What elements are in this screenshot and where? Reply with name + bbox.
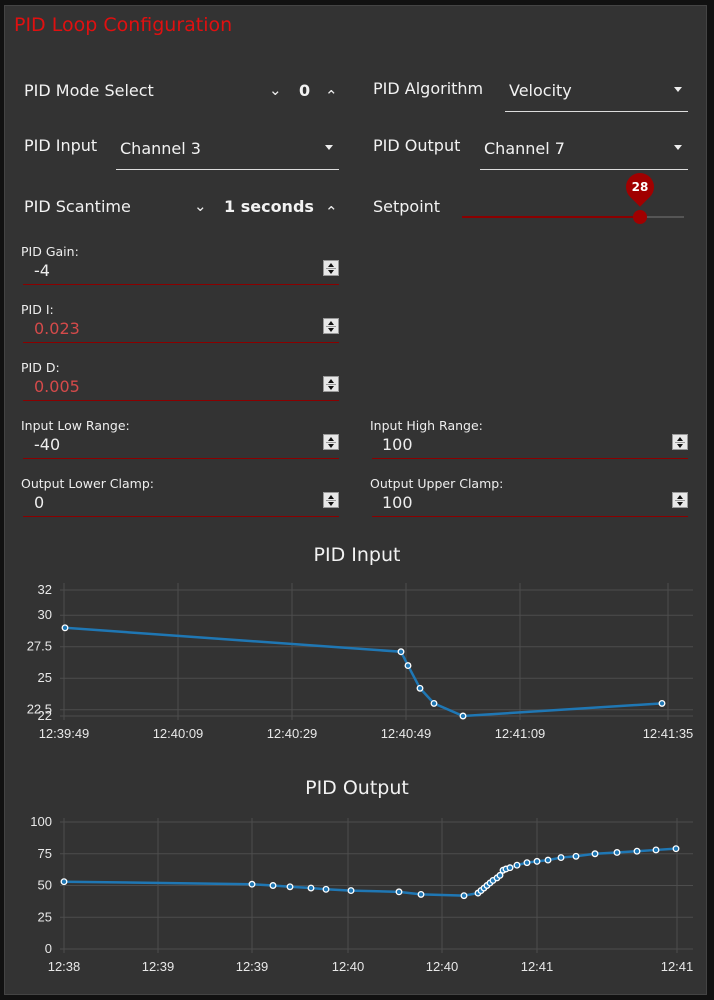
svg-text:12:40: 12:40	[426, 959, 459, 974]
output-select[interactable]: Channel 7	[480, 139, 688, 170]
field-underline	[23, 400, 339, 401]
setpoint-slider-handle[interactable]	[633, 210, 647, 224]
pid-d-label: PID D:	[21, 360, 60, 375]
svg-text:0: 0	[45, 941, 52, 956]
page-title: PID Loop Configuration	[14, 14, 233, 36]
svg-text:12:38: 12:38	[48, 959, 81, 974]
setpoint-value: 28	[631, 180, 649, 194]
spinner-icon[interactable]	[323, 492, 339, 508]
svg-text:12:41:35: 12:41:35	[643, 726, 694, 741]
svg-text:75: 75	[38, 846, 52, 861]
svg-text:32: 32	[38, 582, 52, 597]
mode-select-label: PID Mode Select	[24, 81, 154, 100]
input-high-range-value[interactable]: 100	[382, 435, 413, 454]
output-label: PID Output	[373, 136, 461, 155]
field-underline	[372, 458, 688, 459]
input-high-range-label: Input High Range:	[370, 418, 483, 433]
pid-output-chart: 0 25 50 75 100 12:38 12:39 12:39 12:40 12:40 12:41…	[30, 814, 694, 974]
algorithm-label: PID Algorithm	[373, 79, 484, 98]
input-low-range-label: Input Low Range:	[21, 418, 130, 433]
field-underline	[23, 516, 339, 517]
input-high-range-field[interactable]: Input High Range: 100	[370, 418, 688, 462]
pid-gain-label: PID Gain:	[21, 244, 79, 259]
chevron-up-icon[interactable]: ⌃	[325, 87, 338, 105]
spinner-icon[interactable]	[672, 434, 688, 450]
input-select[interactable]: Channel 3	[116, 139, 339, 170]
svg-text:12:40:29: 12:40:29	[267, 726, 318, 741]
spinner-icon[interactable]	[323, 434, 339, 450]
svg-text:50: 50	[38, 878, 52, 893]
pid-i-label: PID I:	[21, 302, 54, 317]
output-upper-clamp-label: Output Upper Clamp:	[370, 476, 504, 491]
chevron-down-icon[interactable]: ⌄	[194, 197, 207, 215]
svg-text:12:39: 12:39	[142, 959, 175, 974]
output-lower-clamp-field[interactable]: Output Lower Clamp: 0	[21, 476, 339, 520]
scantime-label: PID Scantime	[24, 197, 131, 216]
pid-d-field[interactable]: PID D: 0.005	[21, 360, 339, 404]
svg-text:12:41:09: 12:41:09	[495, 726, 546, 741]
input-low-range-field[interactable]: Input Low Range: -40	[21, 418, 339, 462]
svg-text:12:40: 12:40	[332, 959, 365, 974]
svg-text:12:39: 12:39	[236, 959, 269, 974]
pid-i-value[interactable]: 0.023	[34, 319, 80, 338]
svg-text:12:40:09: 12:40:09	[153, 726, 204, 741]
spinner-icon[interactable]	[323, 376, 339, 392]
svg-text:25: 25	[38, 670, 52, 685]
pid-gain-value[interactable]: -4	[34, 261, 50, 280]
pid-i-field[interactable]: PID I: 0.023	[21, 302, 339, 346]
output-upper-clamp-field[interactable]: Output Upper Clamp: 100	[370, 476, 688, 520]
output-value: Channel 7	[484, 139, 565, 158]
algorithm-value: Velocity	[509, 81, 572, 100]
svg-text:27.5: 27.5	[27, 639, 52, 654]
scantime-value: 1 seconds	[224, 197, 314, 216]
svg-text:12:41: 12:41	[661, 959, 694, 974]
caret-down-icon	[674, 145, 682, 150]
field-underline	[23, 284, 339, 285]
chevron-up-icon[interactable]: ⌃	[325, 203, 338, 221]
chevron-down-icon[interactable]: ⌄	[269, 81, 282, 99]
svg-text:12:39:49: 12:39:49	[39, 726, 90, 741]
pid-output-chart-title: PID Output	[305, 777, 409, 799]
spinner-icon[interactable]	[672, 492, 688, 508]
field-underline	[23, 458, 339, 459]
algorithm-select[interactable]: Velocity	[505, 81, 688, 112]
svg-text:12:40:49: 12:40:49	[381, 726, 432, 741]
svg-text:30: 30	[38, 607, 52, 622]
svg-text:12:41: 12:41	[521, 959, 554, 974]
field-underline	[23, 342, 339, 343]
svg-text:25: 25	[38, 909, 52, 924]
output-lower-clamp-label: Output Lower Clamp:	[21, 476, 154, 491]
output-lower-clamp-value[interactable]: 0	[34, 493, 45, 512]
input-value: Channel 3	[120, 139, 201, 158]
pid-gain-field[interactable]: PID Gain: -4	[21, 244, 339, 288]
mode-select-value: 0	[299, 81, 311, 100]
setpoint-slider-fill	[462, 216, 640, 218]
caret-down-icon	[674, 87, 682, 92]
output-upper-clamp-value[interactable]: 100	[382, 493, 413, 512]
svg-text:100: 100	[30, 814, 52, 829]
caret-down-icon	[325, 145, 333, 150]
field-underline	[372, 516, 688, 517]
pid-d-value[interactable]: 0.005	[34, 377, 80, 396]
input-low-range-value[interactable]: -40	[34, 435, 61, 454]
pid-input-chart-title: PID Input	[313, 544, 401, 566]
setpoint-label: Setpoint	[373, 197, 441, 216]
input-label: PID Input	[24, 136, 98, 155]
svg-text:22.5: 22.5	[27, 702, 52, 717]
svg-text:22: 22	[38, 708, 52, 723]
spinner-icon[interactable]	[323, 260, 339, 276]
spinner-icon[interactable]	[323, 318, 339, 334]
pid-config-panel	[4, 5, 707, 995]
